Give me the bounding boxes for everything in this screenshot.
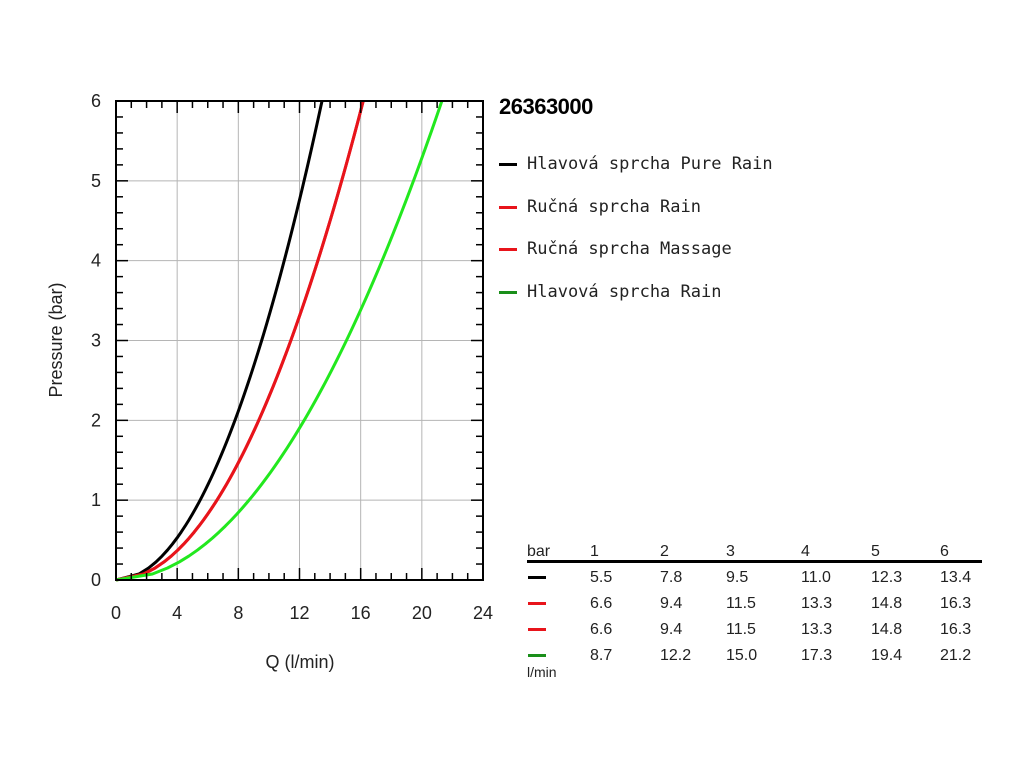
x-tick-label: 4 <box>172 603 182 623</box>
table-column-header: 4 <box>801 543 810 560</box>
grid-lines <box>116 101 483 580</box>
table-column-header: 1 <box>590 543 599 560</box>
legend-swatch <box>499 291 517 294</box>
table-cell: 9.4 <box>660 621 683 638</box>
table-cell: 6.6 <box>590 595 613 612</box>
legend-swatch <box>499 206 517 209</box>
legend-swatch <box>499 163 517 166</box>
series-lines <box>115 100 444 582</box>
x-tick-label: 16 <box>351 603 371 623</box>
y-tick-label: 1 <box>91 490 101 510</box>
table-cell: 11.0 <box>801 569 831 586</box>
x-tick-label: 0 <box>111 603 121 623</box>
x-tick-label: 24 <box>473 603 493 623</box>
table-cell: 19.4 <box>871 647 903 664</box>
series-line-1 <box>115 100 324 582</box>
legend-label: Hlavová sprcha Rain <box>527 282 722 302</box>
table-cell: 9.5 <box>726 569 749 586</box>
table-cell: 14.8 <box>871 595 903 612</box>
table-cell: 8.7 <box>590 647 613 664</box>
table-cell: 16.3 <box>940 621 972 638</box>
table-cell: 13.4 <box>940 569 972 586</box>
legend-label: Ručná sprcha Rain <box>527 197 701 217</box>
table-cell: 12.3 <box>871 569 903 586</box>
table-cell: 21.2 <box>940 647 972 664</box>
table-cell: 9.4 <box>660 595 683 612</box>
table-column-header: 5 <box>871 543 880 560</box>
table-cell: 12.2 <box>660 647 692 664</box>
legend-swatch <box>499 248 517 251</box>
y-tick-label: 2 <box>91 410 101 430</box>
x-tick-label: 12 <box>289 603 309 623</box>
series-line-4 <box>115 100 444 582</box>
table-row-swatch <box>528 576 546 579</box>
x-tick-label: 20 <box>412 603 432 623</box>
table-cell: 14.8 <box>871 621 903 638</box>
table-cell: 6.6 <box>590 621 613 638</box>
y-tick-label: 4 <box>91 251 101 271</box>
table-column-header: 2 <box>660 543 669 560</box>
table-cell: 5.5 <box>590 569 613 586</box>
y-axis-label: Pressure (bar) <box>46 282 66 397</box>
y-tick-label: 5 <box>91 171 101 191</box>
y-tick-label: 0 <box>91 570 101 590</box>
y-tick-label: 6 <box>91 91 101 111</box>
x-tick-label: 8 <box>233 603 243 623</box>
table-row-header: bar <box>527 543 551 560</box>
table-cell: 13.3 <box>801 595 833 612</box>
y-tick-label: 3 <box>91 331 101 351</box>
table-row-swatch <box>528 628 546 631</box>
table-cell: 11.5 <box>726 621 756 638</box>
x-axis-label: Q (l/min) <box>266 652 335 672</box>
legend-label: Ručná sprcha Massage <box>527 239 732 259</box>
table-cell: 16.3 <box>940 595 972 612</box>
table-cell: 17.3 <box>801 647 833 664</box>
table-unit-label: l/min <box>527 664 557 680</box>
table-row-swatch <box>528 654 546 657</box>
axis-ticks <box>115 100 484 581</box>
table-row-swatch <box>528 602 546 605</box>
table-column-header: 6 <box>940 543 949 560</box>
series-line-3 <box>115 100 365 582</box>
table-cell: 7.8 <box>660 569 683 586</box>
table-column-header: 3 <box>726 543 735 560</box>
table-header-rule <box>527 560 982 563</box>
table-cell: 11.5 <box>726 595 756 612</box>
product-title: 26363000 <box>499 94 593 119</box>
table-cell: 15.0 <box>726 647 758 664</box>
legend-label: Hlavová sprcha Pure Rain <box>527 154 773 174</box>
table-cell: 13.3 <box>801 621 833 638</box>
